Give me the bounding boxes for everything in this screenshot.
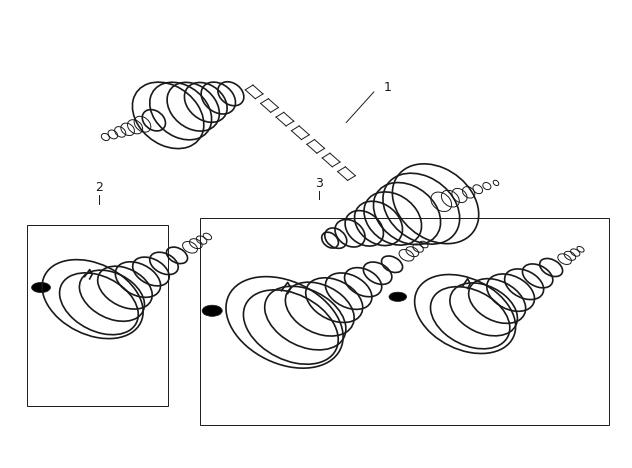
- Text: 3: 3: [315, 177, 323, 190]
- Bar: [200, 218, 609, 425]
- Ellipse shape: [202, 305, 222, 316]
- Bar: [27, 225, 168, 406]
- Text: 2: 2: [95, 182, 103, 195]
- Ellipse shape: [389, 292, 406, 301]
- Text: 1: 1: [384, 81, 391, 94]
- Ellipse shape: [32, 282, 51, 292]
